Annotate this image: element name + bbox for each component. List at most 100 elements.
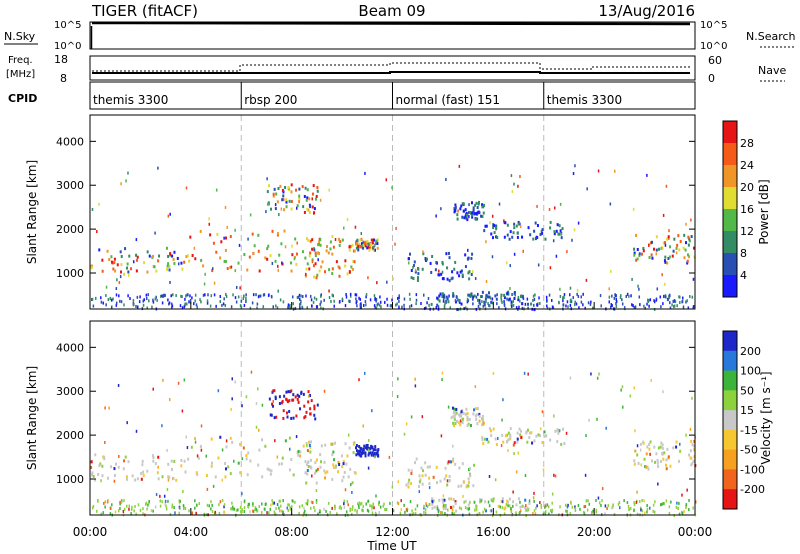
range-cell: [483, 303, 486, 307]
range-cell: [666, 237, 669, 241]
range-cell: [570, 300, 573, 304]
range-cell: [491, 297, 494, 301]
range-cell: [293, 257, 296, 261]
range-cell: [166, 488, 169, 492]
range-cell: [437, 297, 440, 301]
range-cell: [118, 294, 120, 298]
range-cell: [218, 511, 221, 515]
range-cell: [463, 500, 465, 504]
colorbar-swatch: [723, 370, 737, 391]
range-cell: [247, 505, 250, 509]
range-cell: [337, 460, 340, 464]
range-cell: [468, 293, 471, 297]
range-cell: [298, 293, 301, 297]
range-cell: [461, 462, 464, 466]
range-cell: [165, 504, 167, 508]
range-cell: [220, 240, 223, 244]
range-cell: [691, 461, 694, 465]
range-cell: [127, 294, 129, 298]
range-cell: [112, 267, 115, 271]
range-cell: [155, 295, 157, 299]
range-cell: [187, 457, 190, 461]
range-cell: [255, 293, 257, 297]
range-cell: [338, 300, 341, 304]
range-cell: [396, 501, 399, 505]
range-cell: [458, 421, 461, 425]
range-cell: [225, 292, 227, 296]
range-cell: [311, 238, 314, 242]
range-cell: [689, 449, 692, 453]
range-cell: [274, 207, 277, 211]
range-cell: [629, 506, 632, 510]
range-cell: [135, 304, 137, 308]
range-cell: [224, 205, 227, 209]
range-cell: [466, 415, 469, 419]
range-cell: [476, 217, 479, 221]
range-cell: [349, 299, 351, 303]
range-cell: [282, 510, 284, 514]
range-cell: [667, 235, 670, 239]
range-cell: [359, 454, 362, 458]
range-cell: [661, 443, 664, 447]
range-cell: [146, 306, 148, 310]
range-cell: [351, 267, 354, 271]
range-cell: [511, 235, 514, 239]
range-cell: [167, 214, 170, 218]
range-cell: [505, 503, 508, 507]
range-cell: [371, 451, 374, 455]
range-cell: [209, 233, 212, 237]
range-cell: [519, 295, 522, 299]
range-cell: [421, 267, 424, 271]
range-cell: [478, 412, 481, 416]
range-cell: [261, 475, 264, 479]
range-cell: [623, 499, 625, 503]
range-cell: [308, 254, 311, 258]
range-cell: [165, 507, 168, 511]
range-cell: [359, 305, 362, 309]
range-cell: [351, 512, 353, 516]
range-cell: [271, 295, 273, 299]
range-cell: [308, 267, 311, 271]
range-cell: [496, 235, 499, 239]
range-cell: [448, 256, 451, 260]
range-cell: [436, 296, 439, 300]
range-cell: [501, 500, 504, 504]
range-cell: [565, 503, 567, 507]
range-cell: [351, 507, 353, 511]
range-cell: [263, 507, 266, 511]
range-cell: [661, 273, 663, 277]
range-cell: [528, 436, 531, 440]
range-cell: [271, 402, 274, 406]
range-cell: [185, 255, 188, 259]
range-cell: [303, 416, 306, 420]
range-cell: [142, 512, 144, 516]
range-cell: [194, 499, 196, 503]
range-cell: [332, 463, 335, 467]
range-cell: [614, 169, 616, 173]
range-cell: [285, 200, 288, 204]
range-cell: [534, 237, 537, 241]
range-cell: [349, 292, 352, 296]
range-cell: [641, 498, 643, 502]
range-cell: [466, 424, 469, 428]
range-cell: [454, 500, 457, 504]
range-cell: [398, 296, 401, 300]
range-cell: [661, 247, 664, 251]
range-cell: [526, 506, 529, 510]
range-cell: [475, 504, 478, 508]
range-cell: [191, 296, 193, 300]
range-cell: [467, 299, 470, 303]
range-cell: [417, 272, 420, 276]
range-cell: [273, 389, 276, 393]
range-cell: [292, 295, 294, 299]
range-cell: [282, 190, 285, 194]
range-cell: [343, 505, 346, 509]
range-cell: [513, 226, 516, 230]
range-cell: [553, 473, 555, 477]
range-cell: [572, 296, 574, 300]
range-cell: [504, 221, 507, 225]
range-cell: [343, 226, 345, 230]
range-cell: [331, 272, 334, 276]
range-cell: [278, 253, 281, 257]
range-cell: [473, 463, 476, 467]
